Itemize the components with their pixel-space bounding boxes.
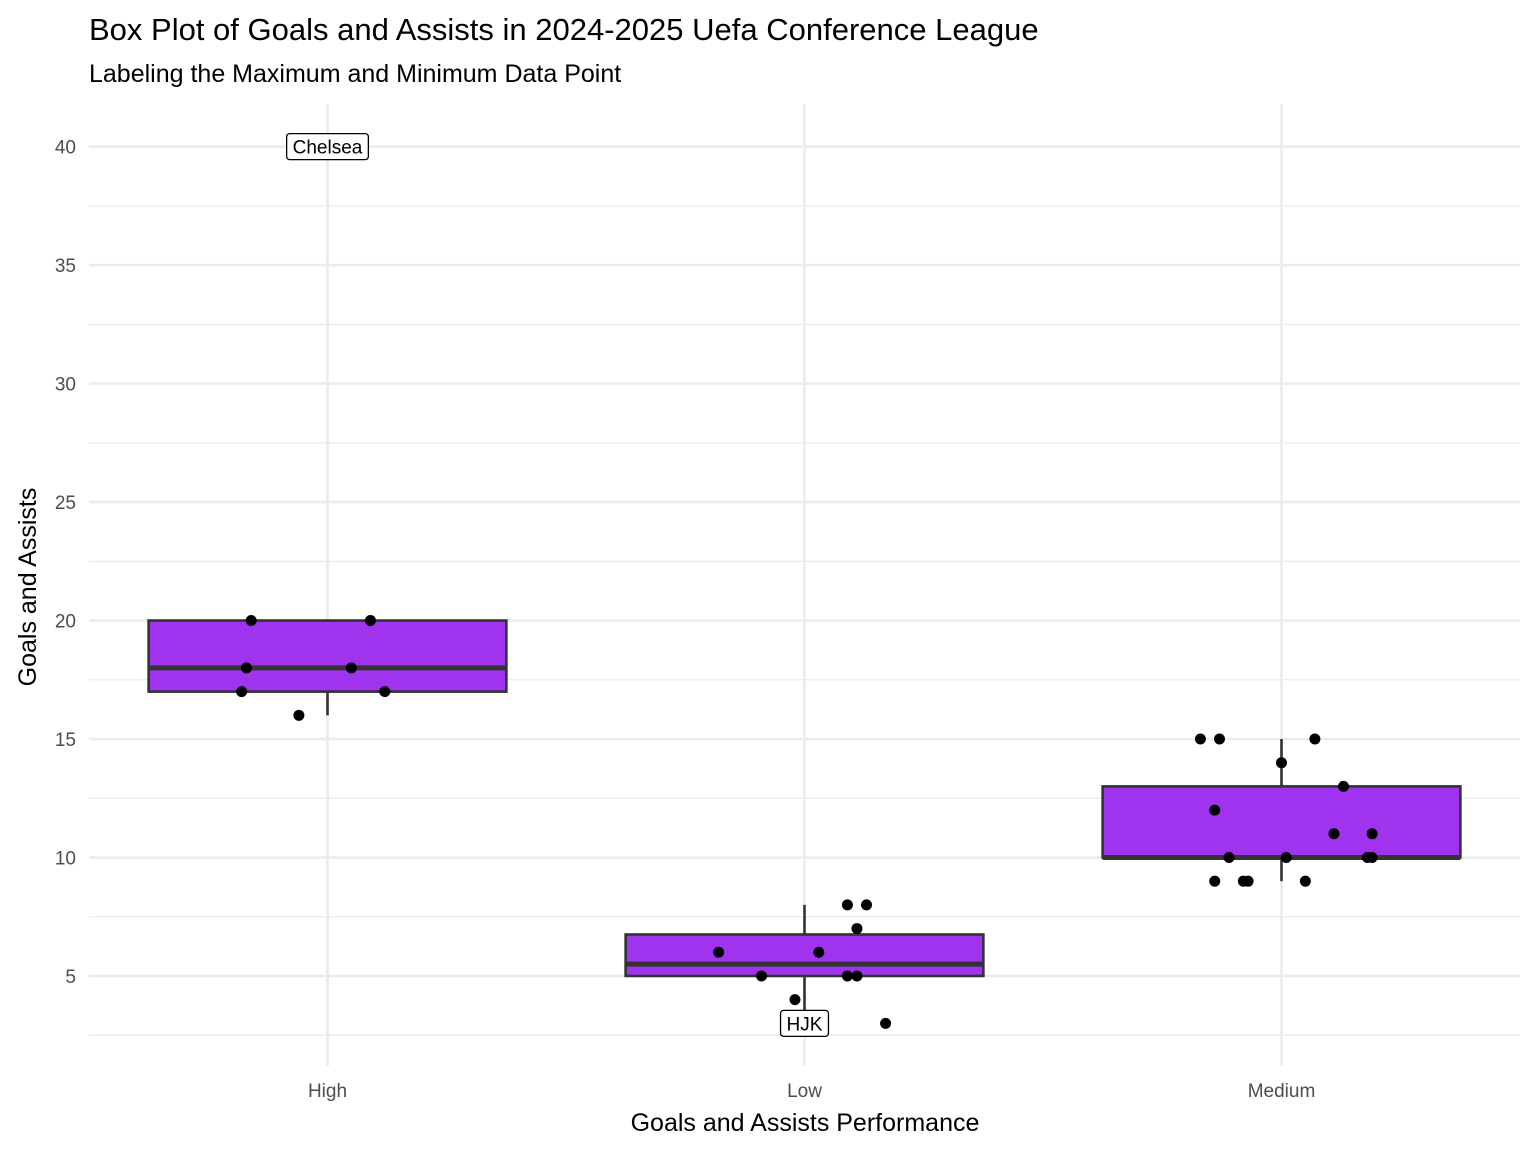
y-tick-label: 20 — [55, 612, 76, 633]
point-label-box — [285, 133, 370, 161]
y-tick-label: 5 — [65, 967, 76, 988]
data-point — [789, 994, 801, 1006]
data-point — [245, 615, 257, 627]
data-point — [1242, 875, 1254, 887]
data-point — [1366, 851, 1378, 863]
point-label-text: HJK — [787, 1014, 823, 1035]
data-points — [236, 141, 1378, 1029]
chart-title: Box Plot of Goals and Assists in 2024-20… — [89, 12, 1039, 47]
data-point — [345, 662, 357, 674]
data-point — [364, 615, 376, 627]
x-tick-label: Low — [787, 1081, 822, 1102]
data-point — [379, 686, 391, 698]
data-point — [1276, 757, 1287, 769]
x-tick-label: High — [308, 1081, 347, 1102]
box-low — [624, 904, 985, 1012]
data-point — [1338, 780, 1350, 792]
point-label-box — [779, 1009, 830, 1037]
y-tick-label: 40 — [55, 138, 76, 159]
data-point — [1328, 828, 1340, 840]
x-tick-label: Medium — [1248, 1081, 1316, 1102]
y-tick-label: 30 — [55, 375, 76, 396]
data-point — [813, 946, 825, 958]
box-iqr — [1101, 785, 1462, 859]
data-point — [756, 970, 768, 982]
data-point — [293, 709, 305, 721]
data-point — [880, 1017, 892, 1029]
data-point — [1299, 875, 1311, 887]
data-point — [841, 899, 853, 911]
box-high — [147, 619, 508, 716]
data-point — [1280, 851, 1292, 863]
y-tick-label: 25 — [55, 493, 76, 514]
y-tick-label: 35 — [55, 256, 76, 277]
x-axis-ticks: High Low Medium — [308, 1081, 1315, 1102]
data-point — [1366, 828, 1378, 840]
data-point — [841, 970, 853, 982]
point-label-text: Chelsea — [293, 138, 363, 159]
chart-subtitle: Labeling the Maximum and Minimum Data Po… — [89, 60, 621, 88]
y-tick-label: 10 — [55, 848, 76, 869]
data-point — [1209, 804, 1221, 816]
y-axis-title: Goals and Assists — [14, 488, 42, 687]
y-axis-ticks: 5 10 15 20 25 30 35 40 — [55, 138, 76, 988]
data-point — [236, 686, 248, 698]
data-point — [713, 946, 725, 958]
data-point — [1223, 851, 1235, 863]
data-point — [1194, 733, 1206, 745]
point-label: Chelsea — [285, 133, 370, 161]
data-point — [1213, 733, 1225, 745]
annotations: Chelsea HJK — [285, 133, 830, 1037]
data-point — [851, 970, 863, 982]
data-point — [1309, 733, 1321, 745]
x-axis-title: Goals and Assists Performance — [631, 1109, 980, 1137]
data-point — [240, 662, 252, 674]
box-iqr — [624, 933, 985, 978]
point-label: HJK — [779, 1009, 830, 1037]
data-point — [1209, 875, 1221, 887]
data-point — [861, 899, 873, 911]
box-iqr — [147, 619, 508, 693]
data-point — [851, 923, 863, 935]
y-tick-label: 15 — [55, 730, 76, 751]
